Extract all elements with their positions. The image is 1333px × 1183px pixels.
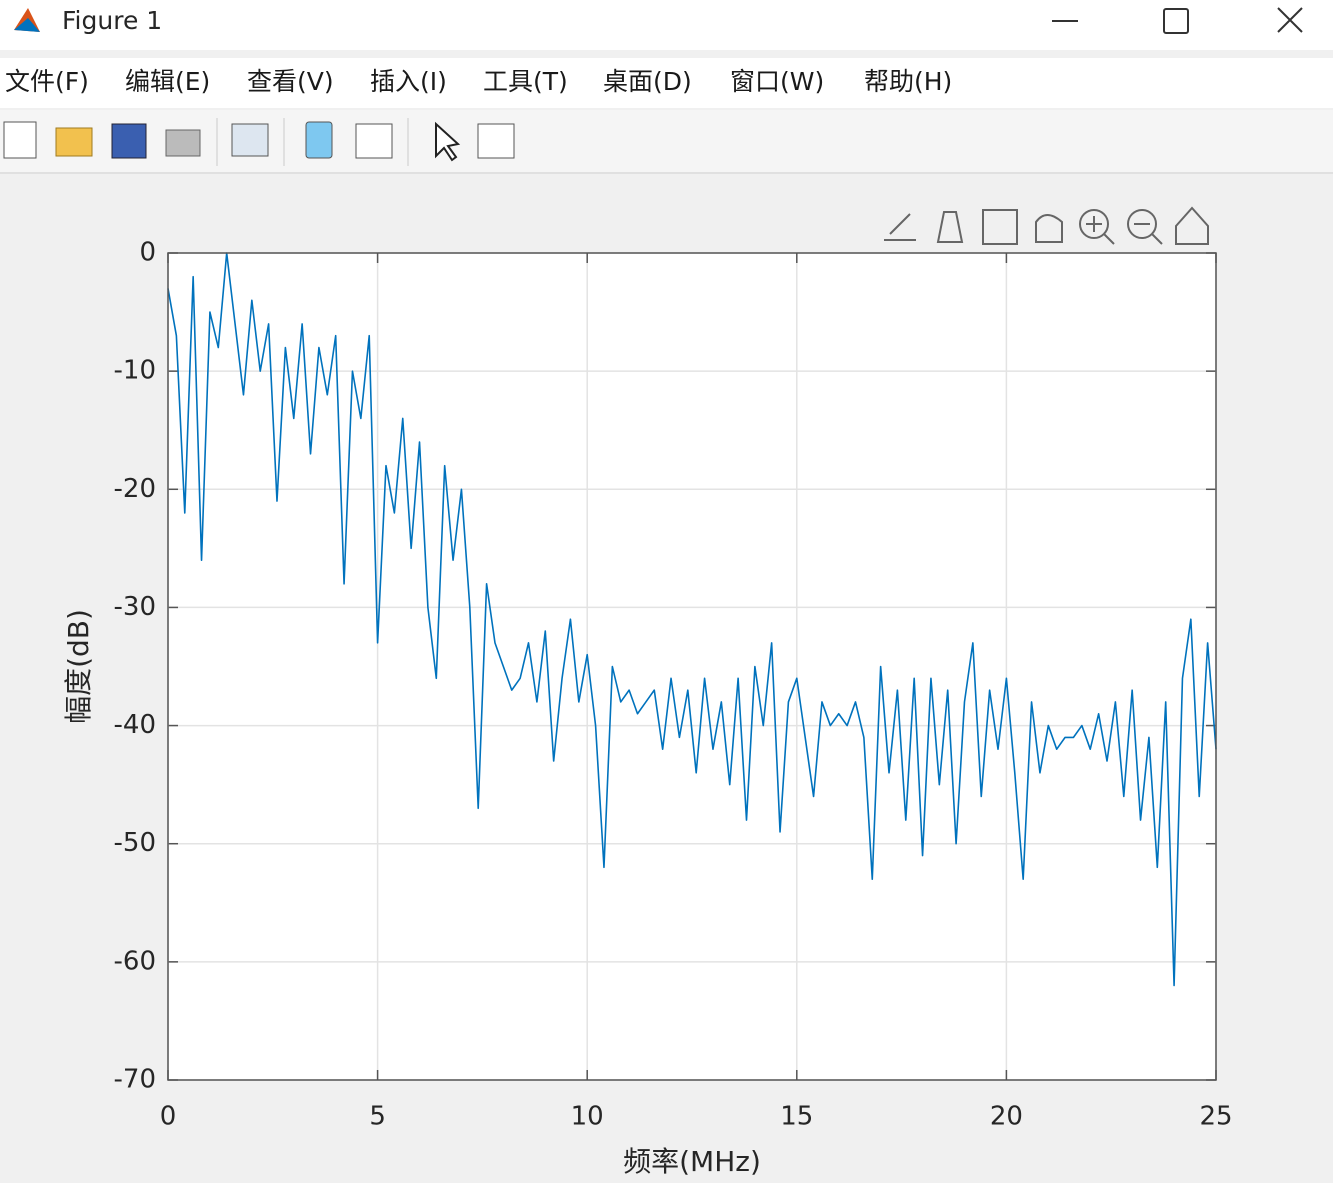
zoom-out-icon[interactable] [1127,209,1157,239]
axes-toolbar [884,206,1209,245]
axes-box [167,252,1217,1081]
link-icon[interactable] [231,123,269,157]
edit-icon[interactable] [435,121,461,162]
close-button[interactable] [1277,7,1303,33]
menu-item[interactable]: 桌面(D) [603,67,692,96]
y-tick-label: -30 [114,592,156,622]
y-axis-label: 幅度(dB) [62,609,95,724]
legend-icon[interactable] [355,123,393,159]
rotate-icon[interactable] [982,209,1018,245]
x-tick-label: 20 [990,1102,1023,1132]
x-tick-label: 10 [571,1102,604,1132]
x-tick-label: 25 [1199,1102,1232,1132]
y-tick-label: -70 [114,1065,156,1095]
title-bar [0,0,1333,50]
x-tick-label: 5 [369,1102,386,1132]
app-icon-part [14,18,40,32]
y-tick-label: -60 [114,946,156,976]
plot: -70 -60 -50 -40 -30 -20 -10 0 0 5 10 15 20 25 频率(MHz) 幅… [62,238,1233,1179]
brush-icon[interactable] [884,213,916,241]
menu-item[interactable]: 查看(V) [247,67,334,96]
zoom-in-icon[interactable] [1079,209,1109,239]
open-icon[interactable] [55,127,93,157]
pan-icon[interactable] [1035,214,1063,243]
menu-item[interactable]: 工具(T) [483,67,568,96]
menu-item[interactable]: 窗口(W) [730,67,824,96]
y-tick-label: -20 [114,474,156,504]
x-tick-label: 15 [780,1102,813,1132]
menu-item[interactable]: 插入(I) [370,67,447,96]
y-tick-label: -50 [114,828,156,858]
menu-bar [0,58,1333,108]
print-icon[interactable] [165,129,201,157]
x-tick-label: 0 [160,1102,177,1132]
y-tick-label: -40 [114,710,156,740]
x-axis-label: 频率(MHz) [623,1145,761,1178]
y-tick-label: 0 [139,238,156,268]
colorbar-icon[interactable] [305,121,333,159]
new-icon[interactable] [3,121,37,159]
save-icon[interactable] [111,123,147,159]
data-line [167,252,1217,987]
datatip-icon[interactable] [936,211,964,243]
window-title: Figure 1 [62,6,162,35]
menu-item[interactable]: 文件(F) [5,67,89,96]
axes-background [168,253,1216,1080]
menu-item[interactable]: 帮助(H) [864,67,952,96]
menu-item[interactable]: 编辑(E) [125,67,210,96]
toolbar [0,110,1333,172]
property-icon[interactable] [477,123,515,159]
home-icon[interactable] [1175,206,1209,245]
maximize-button[interactable] [1163,8,1189,34]
y-tick-label: -10 [114,356,156,386]
menu-items: 文件(F) 编辑(E) 查看(V) 插入(I) 工具(T) 桌面(D) 窗口(W) 帮助(H) [5,67,952,96]
